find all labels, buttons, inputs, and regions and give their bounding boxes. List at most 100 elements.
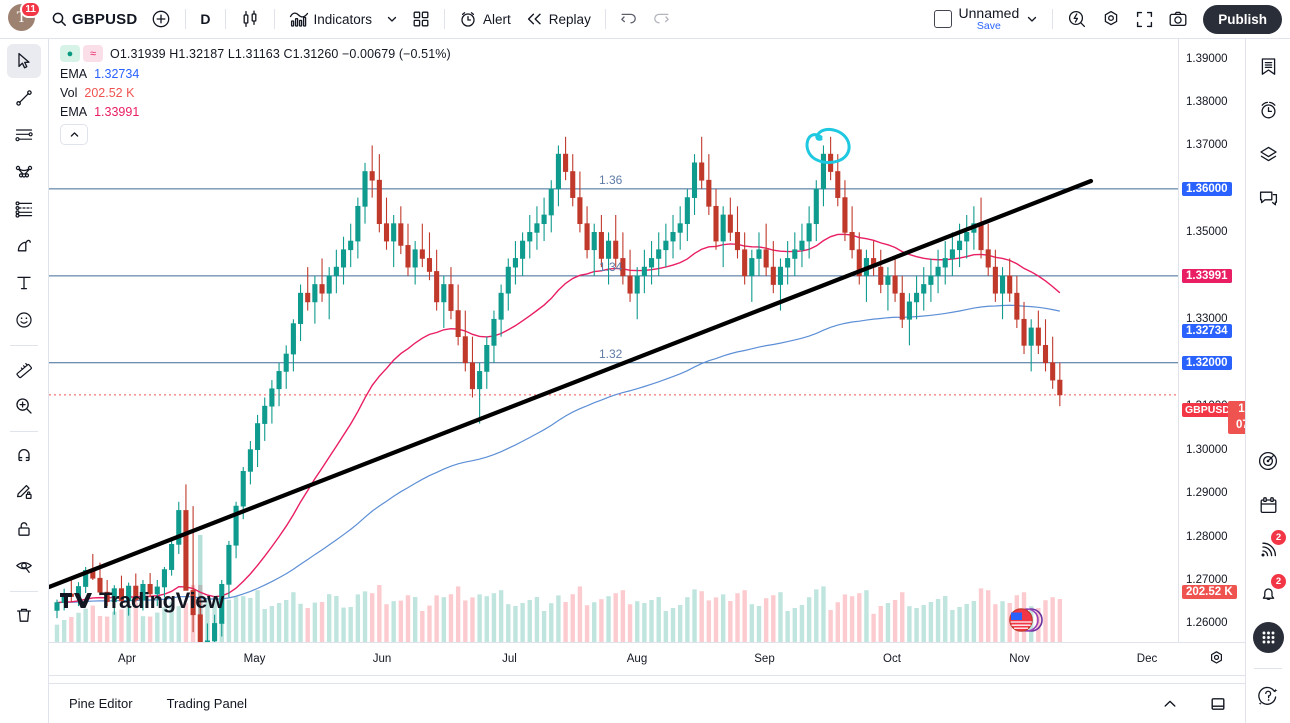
notifications-badge: 2 <box>1271 574 1286 589</box>
trading-panel-tab[interactable]: Trading Panel <box>166 696 248 711</box>
candle-body <box>147 583 153 595</box>
publish-button[interactable]: Publish <box>1203 4 1282 34</box>
undo-button[interactable] <box>613 5 645 33</box>
layouts-templates-button[interactable] <box>405 5 437 33</box>
layout-title: Unnamed <box>958 5 1020 22</box>
chart-settings-button[interactable] <box>1094 5 1128 33</box>
remove-drawings-tool[interactable] <box>7 598 41 632</box>
lock-drawings-tool[interactable] <box>7 512 41 546</box>
measure-tool[interactable] <box>7 352 41 386</box>
notifications-button[interactable]: 2 <box>1251 574 1286 610</box>
legend-ohlc-row[interactable]: ● ≈ O1.31939 H1.32187 L1.31163 C1.31260 … <box>60 45 451 62</box>
timeframe-button[interactable]: D <box>193 5 217 33</box>
layout-save-link[interactable]: Save <box>976 19 1001 32</box>
layout-select-checkbox[interactable] <box>927 5 959 33</box>
zoom-in-tool[interactable] <box>7 389 41 423</box>
volume-bar <box>355 594 361 642</box>
legend-series-dot-icon[interactable]: ● <box>60 45 80 62</box>
symbol-search-button[interactable]: GBPUSD <box>44 5 144 33</box>
fib-tool[interactable] <box>7 192 41 226</box>
magnet-tool[interactable] <box>7 438 41 472</box>
volume-bar <box>563 602 568 642</box>
candle-body <box>391 223 397 242</box>
price-chart-canvas[interactable] <box>49 39 1179 643</box>
pine-editor-tab[interactable]: Pine Editor <box>69 696 133 711</box>
pitchfork-tool[interactable] <box>7 155 41 189</box>
ruler-icon <box>16 363 32 379</box>
watchlist-button[interactable] <box>1251 49 1285 83</box>
candle-body <box>820 153 827 190</box>
volume-bar <box>663 611 669 642</box>
data-window-button[interactable] <box>1251 137 1285 171</box>
footer-expand-button[interactable] <box>1157 692 1183 716</box>
layout-name-button[interactable]: Unnamed Save <box>959 6 1020 32</box>
volume-bar <box>119 609 124 642</box>
candle-body <box>627 275 633 294</box>
add-symbol-button[interactable] <box>144 5 178 33</box>
legend-indicator-name: Vol <box>60 86 78 100</box>
dots-grid-icon <box>1262 631 1274 643</box>
snapshot-button[interactable] <box>1161 5 1195 33</box>
drawing-mode-tool[interactable] <box>7 475 41 509</box>
horizontal-lines-tool[interactable] <box>7 118 41 152</box>
quick-search-button[interactable] <box>1060 5 1094 33</box>
candle-body <box>620 258 626 277</box>
volume-bar <box>97 616 103 642</box>
hide-drawings-tool[interactable] <box>7 549 41 583</box>
time-scale-settings-button[interactable] <box>1208 650 1225 667</box>
time-scale[interactable]: Apr May Jun Jul Aug Sep Oct Nov Dec <box>49 643 1245 676</box>
replay-button[interactable]: Replay <box>518 5 598 33</box>
candle-body <box>477 371 483 390</box>
legend-series-wave-icon[interactable]: ≈ <box>83 45 103 62</box>
brush-tool[interactable] <box>7 229 41 263</box>
price-line-label[interactable]: 1.33991 <box>1182 269 1232 284</box>
stream-button[interactable]: 2 <box>1251 530 1286 566</box>
redo-button[interactable] <box>645 5 677 33</box>
toolbar-divider <box>10 431 38 432</box>
calendar-button[interactable] <box>1251 488 1285 522</box>
apps-grid-button[interactable] <box>1251 620 1285 654</box>
cursor-tool[interactable] <box>7 44 41 78</box>
layout-dropdown-button[interactable] <box>1019 5 1045 33</box>
volume-bar <box>584 605 590 642</box>
candle-body <box>999 275 1006 294</box>
indicators-button[interactable]: Indicators <box>282 5 380 33</box>
fullscreen-button[interactable] <box>1128 5 1161 33</box>
current-price-label[interactable]: 1.31260 07:40:47 <box>1228 401 1245 435</box>
volume-bar <box>312 602 318 642</box>
volume-bar <box>298 603 303 642</box>
price-line-label[interactable]: 1.36000 <box>1182 181 1232 196</box>
legend-collapse-button[interactable] <box>60 124 88 145</box>
candle-body <box>527 232 533 242</box>
legend-ema-slow-row[interactable]: EMA 1.33991 <box>60 105 451 119</box>
candle-body <box>935 266 941 277</box>
chart-type-button[interactable] <box>233 5 267 33</box>
chat-button[interactable] <box>1251 181 1285 215</box>
alerts-button[interactable] <box>1251 93 1285 127</box>
volume-bar <box>577 586 583 642</box>
trend-line-tool[interactable] <box>7 81 41 115</box>
indicators-dropdown-button[interactable] <box>379 5 405 33</box>
candle-body <box>598 232 604 259</box>
ideas-button[interactable] <box>1251 444 1285 478</box>
price-tick: 1.38000 <box>1186 96 1228 108</box>
emoji-tool[interactable] <box>7 303 41 337</box>
legend-volume-row[interactable]: Vol 202.52 K <box>60 86 451 100</box>
price-scale[interactable]: 1.390001.380001.370001.360001.350001.340… <box>1179 39 1245 643</box>
user-avatar[interactable]: T 11 <box>8 1 41 34</box>
legend-ema-fast-row[interactable]: EMA 1.32734 <box>60 67 451 81</box>
toolbar-divider <box>273 9 275 29</box>
chevron-up-icon <box>70 132 78 137</box>
circle-annotation-drawing[interactable] <box>805 128 851 164</box>
trendline-drawing[interactable] <box>49 178 1094 590</box>
text-tool[interactable] <box>7 266 41 300</box>
candle-body <box>606 240 612 259</box>
chart-pane[interactable]: ● ≈ O1.31939 H1.32187 L1.31163 C1.31260 … <box>49 39 1179 643</box>
price-line-label[interactable]: 1.32734 <box>1182 323 1232 338</box>
alert-button[interactable]: Alert <box>452 5 518 33</box>
help-button[interactable] <box>1251 679 1285 713</box>
candle-body <box>97 577 103 593</box>
footer-layout-button[interactable] <box>1205 692 1231 716</box>
trash-icon <box>16 608 32 622</box>
price-line-label[interactable]: 1.32000 <box>1182 355 1232 370</box>
